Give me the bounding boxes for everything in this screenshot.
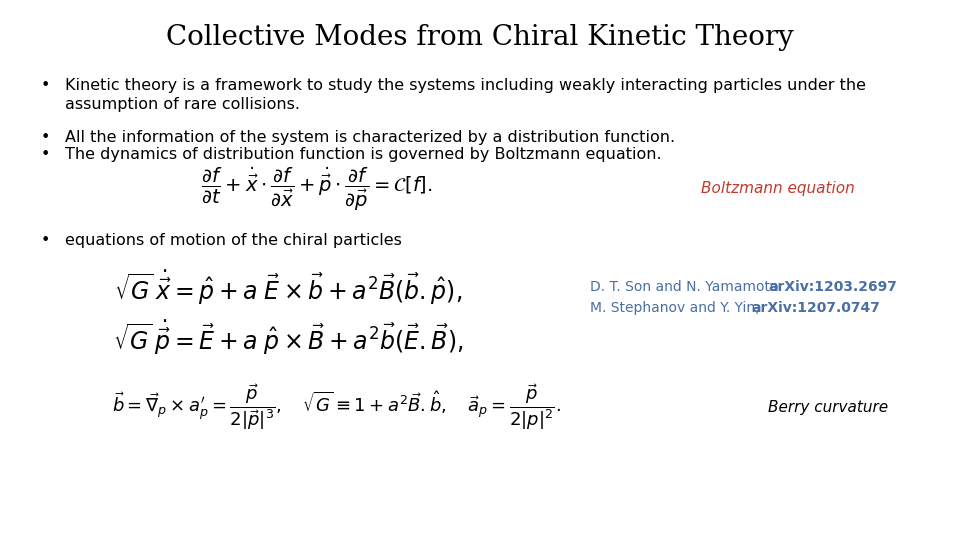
Text: •: • [40, 78, 50, 93]
Text: The dynamics of distribution function is governed by Boltzmann equation.: The dynamics of distribution function is… [65, 147, 661, 163]
Text: $\sqrt{G}\,\dot{\vec{p}} = \vec{E} + a\;\hat{p}\times\vec{B} + a^2\vec{b}(\vec{E: $\sqrt{G}\,\dot{\vec{p}} = \vec{E} + a\;… [112, 319, 464, 357]
Text: •: • [40, 233, 50, 248]
Text: arXiv:1207.0747: arXiv:1207.0747 [752, 301, 880, 315]
Text: $\sqrt{G}\,\dot{\vec{x}} = \hat{p} + a\;\vec{E}\times\vec{b} + a^2\vec{B}(\vec{b: $\sqrt{G}\,\dot{\vec{x}} = \hat{p} + a\;… [114, 268, 462, 307]
Text: D. T. Son and N. Yamamoto.: D. T. Son and N. Yamamoto. [590, 280, 783, 294]
Text: assumption of rare collisions.: assumption of rare collisions. [65, 97, 300, 112]
Text: $\dfrac{\partial f}{\partial t} + \dot{\vec{x}}\cdot\dfrac{\partial f}{\partial : $\dfrac{\partial f}{\partial t} + \dot{\… [201, 165, 433, 213]
Text: Kinetic theory is a framework to study the systems including weakly interacting : Kinetic theory is a framework to study t… [65, 78, 866, 93]
Text: Collective Modes from Chiral Kinetic Theory: Collective Modes from Chiral Kinetic The… [166, 24, 794, 51]
Text: •: • [40, 130, 50, 145]
Text: $\vec{b} = \vec{\nabla}_p \times a_p^{\prime} = \dfrac{\vec{p}}{2|\vec{p}|^3},\q: $\vec{b} = \vec{\nabla}_p \times a_p^{\p… [111, 383, 561, 433]
Text: All the information of the system is characterized by a distribution function.: All the information of the system is cha… [65, 130, 676, 145]
Text: equations of motion of the chiral particles: equations of motion of the chiral partic… [65, 233, 402, 248]
Text: M. Stephanov and Y. Yin,: M. Stephanov and Y. Yin, [590, 301, 760, 315]
Text: arXiv:1203.2697: arXiv:1203.2697 [768, 280, 897, 294]
Text: Berry curvature: Berry curvature [768, 400, 888, 415]
Text: •: • [40, 147, 50, 163]
Text: Boltzmann equation: Boltzmann equation [701, 181, 854, 197]
